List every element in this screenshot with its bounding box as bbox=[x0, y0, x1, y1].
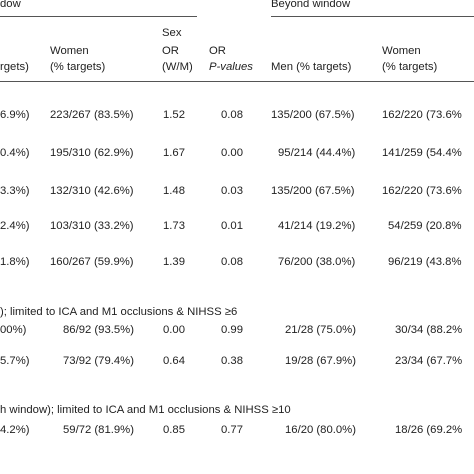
cell-or-p: 0.01 bbox=[221, 220, 243, 232]
cell-men-right: 16/20 (80.0%) bbox=[285, 424, 356, 436]
group-header-within-window: dow bbox=[0, 0, 21, 10]
cell-men-left: 1.8%) bbox=[0, 256, 30, 268]
col-header-women-left-line1: Women bbox=[50, 45, 89, 57]
cell-sex-or: 1.73 bbox=[163, 220, 185, 232]
cell-men-right: 135/200 (67.5%) bbox=[271, 185, 355, 197]
cell-or-p: 0.99 bbox=[221, 324, 243, 336]
col-header-men-right: Men (% targets) bbox=[271, 61, 352, 73]
col-header-women-right-line1: Women bbox=[382, 45, 421, 57]
cell-sex-or: 0.00 bbox=[163, 324, 185, 336]
cell-sex-or: 1.48 bbox=[163, 185, 185, 197]
cell-or-p: 0.08 bbox=[221, 109, 243, 121]
cell-sex-or: 1.67 bbox=[163, 147, 185, 159]
cell-men-left: 2.4%) bbox=[0, 220, 30, 232]
cell-or-p: 0.03 bbox=[221, 185, 243, 197]
header-bottom-rule bbox=[0, 81, 474, 82]
cell-or-p: 0.77 bbox=[221, 424, 243, 436]
cell-men-right: 95/214 (44.4%) bbox=[278, 147, 356, 159]
col-header-p-values: P-values bbox=[209, 61, 253, 73]
cell-men-right: 41/214 (19.2%) bbox=[278, 220, 356, 232]
col-header-men-left: rgets) bbox=[0, 61, 29, 73]
cell-women-right: 18/26 (69.2% bbox=[395, 424, 463, 436]
col-header-women-left-line2: (% targets) bbox=[50, 61, 106, 73]
cell-sex-or: 1.52 bbox=[163, 109, 185, 121]
cell-women-right: 23/34 (67.7% bbox=[395, 355, 463, 367]
cell-women-left: 223/267 (83.5%) bbox=[50, 109, 134, 121]
cell-women-right: 141/259 (54.4% bbox=[382, 147, 462, 159]
cell-women-left: 86/92 (93.5%) bbox=[63, 324, 134, 336]
cell-women-left: 59/72 (81.9%) bbox=[63, 424, 134, 436]
cell-women-left: 73/92 (79.4%) bbox=[63, 355, 134, 367]
cell-women-left: 195/310 (62.9%) bbox=[50, 147, 134, 159]
cell-men-left: 5.7%) bbox=[0, 355, 30, 367]
cell-men-right: 19/28 (67.9%) bbox=[285, 355, 356, 367]
cell-sex-or: 0.64 bbox=[163, 355, 185, 367]
cell-women-left: 132/310 (42.6%) bbox=[50, 185, 134, 197]
section-caption: ); limited to ICA and M1 occlusions & NI… bbox=[0, 306, 238, 318]
col-header-women-right-line2: (% targets) bbox=[382, 61, 438, 73]
cell-women-right: 162/220 (73.6% bbox=[382, 109, 462, 121]
cell-men-right: 76/200 (38.0%) bbox=[278, 256, 356, 268]
cell-men-left: 0.4%) bbox=[0, 147, 30, 159]
cell-women-left: 160/267 (59.9%) bbox=[50, 256, 134, 268]
cell-men-right: 21/28 (75.0%) bbox=[285, 324, 356, 336]
cell-or-p: 0.08 bbox=[221, 256, 243, 268]
cell-women-right: 96/219 (43.8% bbox=[388, 256, 462, 268]
cell-sex-or: 0.85 bbox=[163, 424, 185, 436]
cell-men-left: 3.3%) bbox=[0, 185, 30, 197]
cell-men-left: 4.2%) bbox=[0, 424, 30, 436]
cell-women-right: 30/34 (88.2% bbox=[395, 324, 463, 336]
cell-women-right: 54/259 (20.8% bbox=[388, 220, 462, 232]
section-caption: h window); limited to ICA and M1 occlusi… bbox=[0, 404, 291, 416]
group-header-beyond-window: Beyond window bbox=[271, 0, 351, 10]
cell-women-left: 103/310 (33.2%) bbox=[50, 220, 134, 232]
cell-men-left: 00%) bbox=[0, 324, 27, 336]
group-header-rule-left bbox=[0, 16, 197, 17]
group-header-rule-right bbox=[271, 16, 474, 17]
cell-men-left: 6.9%) bbox=[0, 109, 30, 121]
col-header-sex-or-line3: (W/M) bbox=[162, 61, 193, 73]
col-header-sex-or-line2: OR bbox=[162, 45, 179, 57]
col-header-sex-or-line1: Sex bbox=[162, 27, 182, 39]
cell-sex-or: 1.39 bbox=[163, 256, 185, 268]
col-header-or-line1: OR bbox=[209, 45, 226, 57]
cell-or-p: 0.38 bbox=[221, 355, 243, 367]
cell-women-right: 162/220 (73.6% bbox=[382, 185, 462, 197]
cell-or-p: 0.00 bbox=[221, 147, 243, 159]
cell-men-right: 135/200 (67.5%) bbox=[271, 109, 355, 121]
